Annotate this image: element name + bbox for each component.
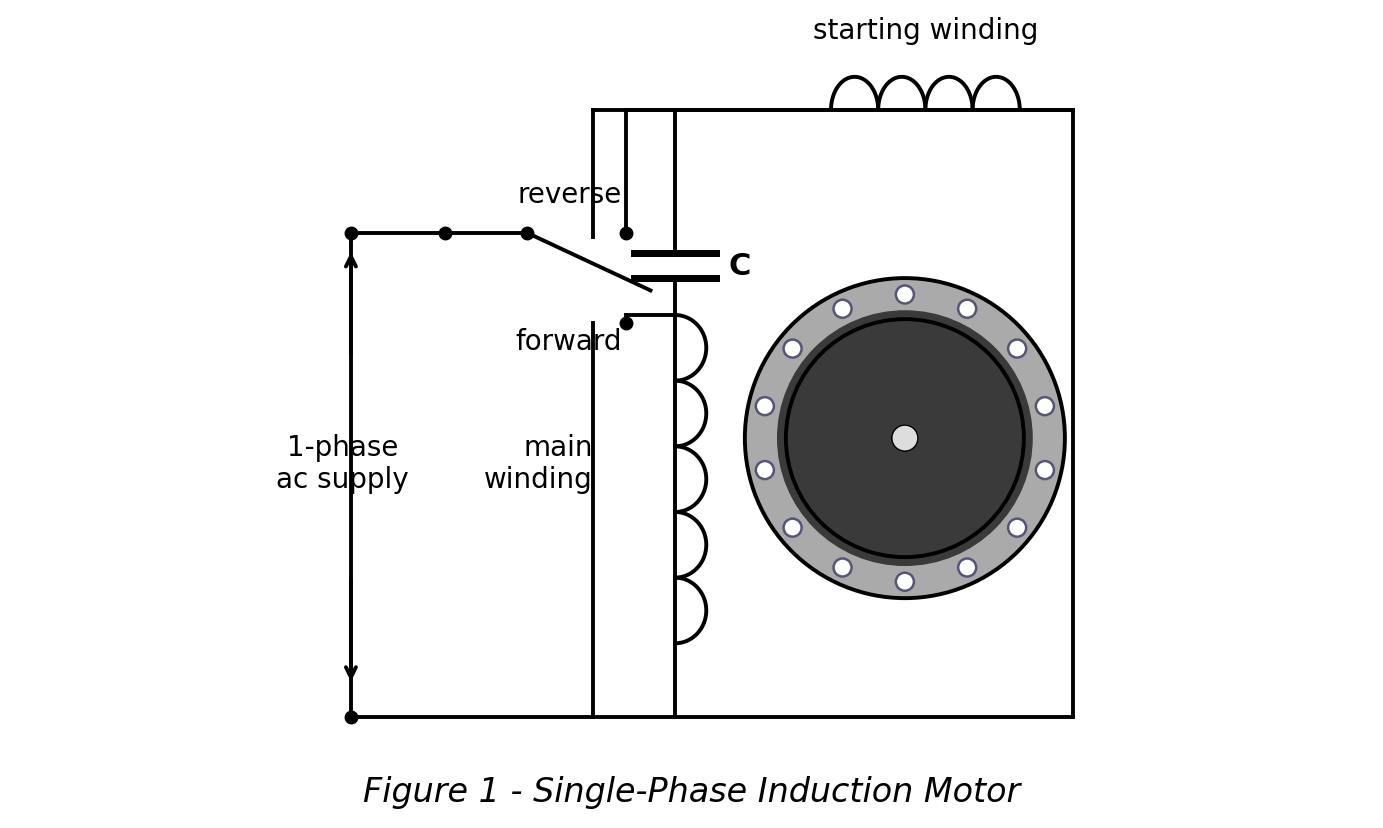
Circle shape — [1008, 519, 1026, 537]
Circle shape — [834, 559, 852, 577]
Circle shape — [1008, 340, 1026, 359]
Circle shape — [1036, 397, 1054, 416]
Circle shape — [958, 559, 976, 577]
Circle shape — [786, 320, 1023, 557]
Circle shape — [896, 573, 914, 591]
Text: 1-phase
ac supply: 1-phase ac supply — [277, 433, 409, 493]
Circle shape — [896, 286, 914, 304]
Circle shape — [1036, 461, 1054, 479]
Text: C: C — [729, 252, 751, 281]
Text: main
winding: main winding — [484, 433, 593, 493]
Text: rotor: rotor — [880, 525, 946, 552]
Text: Figure 1 - Single-Phase Induction Motor: Figure 1 - Single-Phase Induction Motor — [362, 774, 1021, 807]
Text: reverse: reverse — [517, 181, 622, 209]
Circle shape — [777, 311, 1032, 566]
Circle shape — [745, 279, 1065, 599]
Text: forward: forward — [516, 328, 622, 356]
Text: starting winding: starting winding — [813, 17, 1039, 45]
Circle shape — [892, 426, 918, 452]
Circle shape — [757, 461, 774, 479]
Circle shape — [834, 301, 852, 319]
Circle shape — [958, 301, 976, 319]
Circle shape — [757, 397, 774, 416]
Circle shape — [784, 340, 802, 359]
Circle shape — [784, 519, 802, 537]
